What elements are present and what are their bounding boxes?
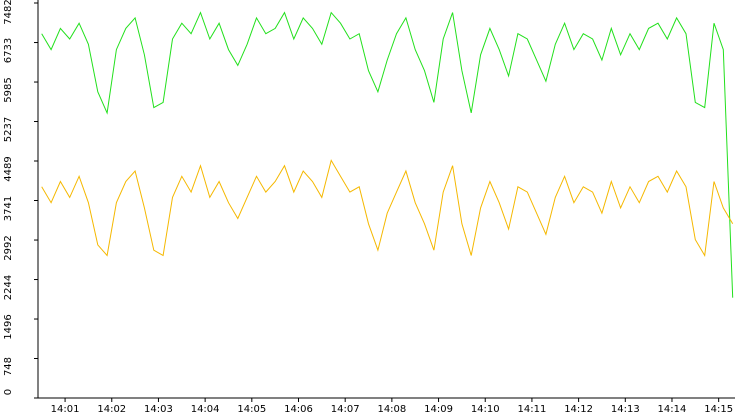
series-line bbox=[41, 11, 734, 298]
x-tick-label: 14:09 bbox=[424, 404, 453, 415]
x-tick-label: 14:02 bbox=[97, 404, 126, 415]
x-tick-label: 14:06 bbox=[284, 404, 313, 415]
y-tick-label: 7482 bbox=[3, 0, 14, 25]
x-tick-label: 14:05 bbox=[237, 404, 266, 415]
y-tick-label: 5237 bbox=[3, 117, 14, 142]
y-tick-label: 2992 bbox=[3, 235, 14, 260]
x-tick-label: 14:03 bbox=[144, 404, 173, 415]
y-tick-label: 1496 bbox=[3, 314, 14, 339]
y-tick-label: 5985 bbox=[3, 77, 14, 102]
x-tick-label: 14:07 bbox=[331, 404, 360, 415]
x-tick-label: 14:10 bbox=[471, 404, 500, 415]
y-tick-label: 6733 bbox=[3, 38, 14, 63]
x-tick-label: 14:14 bbox=[658, 404, 687, 415]
x-tick-label: 14:12 bbox=[564, 404, 593, 415]
x-tick-label: 14:13 bbox=[611, 404, 640, 415]
x-tick-label: 14:08 bbox=[377, 404, 406, 415]
y-tick-label: 748 bbox=[3, 357, 14, 376]
x-tick-label: 14:11 bbox=[518, 404, 547, 415]
y-tick-label: 3741 bbox=[3, 196, 14, 221]
x-tick-label: 14:04 bbox=[191, 404, 220, 415]
y-tick-label: 0 bbox=[3, 389, 14, 395]
y-tick-label: 4489 bbox=[3, 156, 14, 181]
series-line bbox=[41, 159, 734, 258]
x-tick-label: 14:15 bbox=[704, 404, 733, 415]
y-tick-label: 2244 bbox=[3, 275, 14, 300]
x-tick-label: 14:01 bbox=[51, 404, 80, 415]
